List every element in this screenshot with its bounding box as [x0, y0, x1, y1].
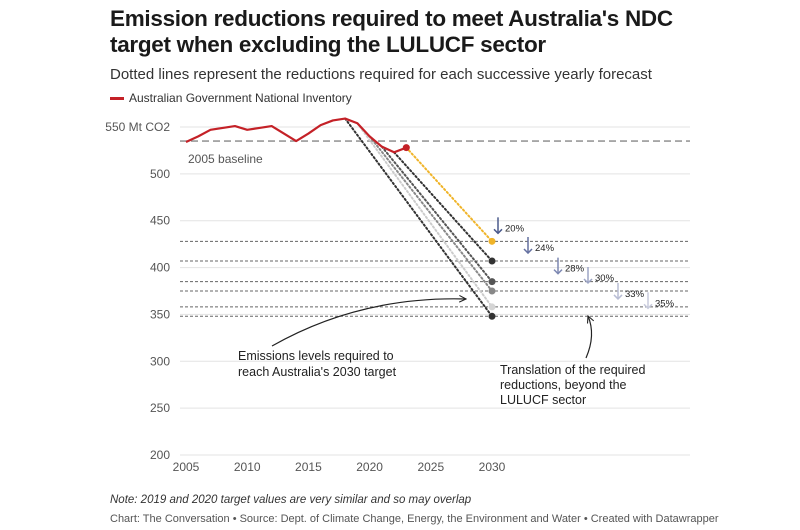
reduction-arrowhead-icon — [643, 303, 653, 310]
projection-line — [368, 135, 493, 292]
inventory-line — [185, 117, 407, 154]
y-tick-label: 200 — [150, 448, 170, 462]
reduction-arrowhead-icon — [493, 228, 503, 235]
legend-swatch — [110, 96, 124, 100]
reduction-arrowhead-icon — [523, 248, 533, 255]
target-dot — [488, 257, 496, 265]
reduction-arrowhead-icon — [553, 269, 563, 275]
legend: Australian Government National Inventory — [110, 91, 352, 105]
reduction-label: 24% — [535, 243, 555, 254]
projection-line — [380, 145, 493, 283]
reduction-label: 33% — [625, 289, 645, 300]
reduction-arrowhead-icon — [613, 294, 623, 300]
x-tick-label: 2025 — [417, 460, 444, 474]
target-dot — [488, 278, 496, 286]
target-dot — [488, 303, 496, 311]
reduction-label: 28% — [565, 264, 585, 275]
chart-note: Note: 2019 and 2020 target values are ve… — [110, 494, 472, 506]
baseline-label: 2005 baseline — [188, 152, 263, 166]
chart-subtitle: Dotted lines represent the reductions re… — [110, 66, 652, 83]
y-tick-label: 550 Mt CO2 — [105, 120, 170, 134]
annotation-text: reach Australia's 2030 target — [238, 365, 397, 379]
x-tick-label: 2020 — [356, 460, 383, 474]
x-tick-label: 2005 — [173, 460, 200, 474]
annotation-arrow-icon — [271, 299, 466, 347]
x-tick-label: 2015 — [295, 460, 322, 474]
x-tick-label: 2030 — [479, 460, 506, 474]
legend-label: Australian Government National Inventory — [129, 91, 352, 105]
y-tick-label: 400 — [150, 261, 170, 275]
inventory-last-point — [402, 144, 410, 152]
annotation-text: reductions, beyond the — [500, 378, 627, 392]
y-tick-label: 250 — [150, 401, 170, 415]
y-tick-label: 450 — [150, 214, 170, 228]
y-tick-label: 500 — [150, 167, 170, 181]
projection-line — [344, 117, 493, 318]
chart-title: Emission reductions required to meet Aus… — [110, 6, 673, 57]
annotation-arrow-icon — [585, 316, 592, 359]
projection-line — [405, 146, 493, 243]
reduction-label: 30% — [595, 273, 615, 284]
reduction-arrowhead-icon — [583, 278, 593, 285]
projection-line — [356, 122, 493, 308]
chart-source: Chart: The Conversation • Source: Dept. … — [110, 513, 719, 525]
target-dot — [488, 237, 496, 245]
y-tick-label: 350 — [150, 307, 170, 321]
annotation-text: Translation of the required — [500, 363, 646, 377]
y-tick-label: 300 — [150, 354, 170, 368]
target-dot — [488, 287, 496, 295]
x-tick-label: 2010 — [234, 460, 261, 474]
projection-line — [393, 151, 493, 263]
target-dot — [488, 312, 496, 320]
annotation-text: LULUCF sector — [500, 393, 586, 407]
reduction-label: 20% — [505, 223, 525, 234]
annotation-text: Emissions levels required to — [238, 349, 394, 363]
reduction-label: 35% — [655, 298, 675, 309]
